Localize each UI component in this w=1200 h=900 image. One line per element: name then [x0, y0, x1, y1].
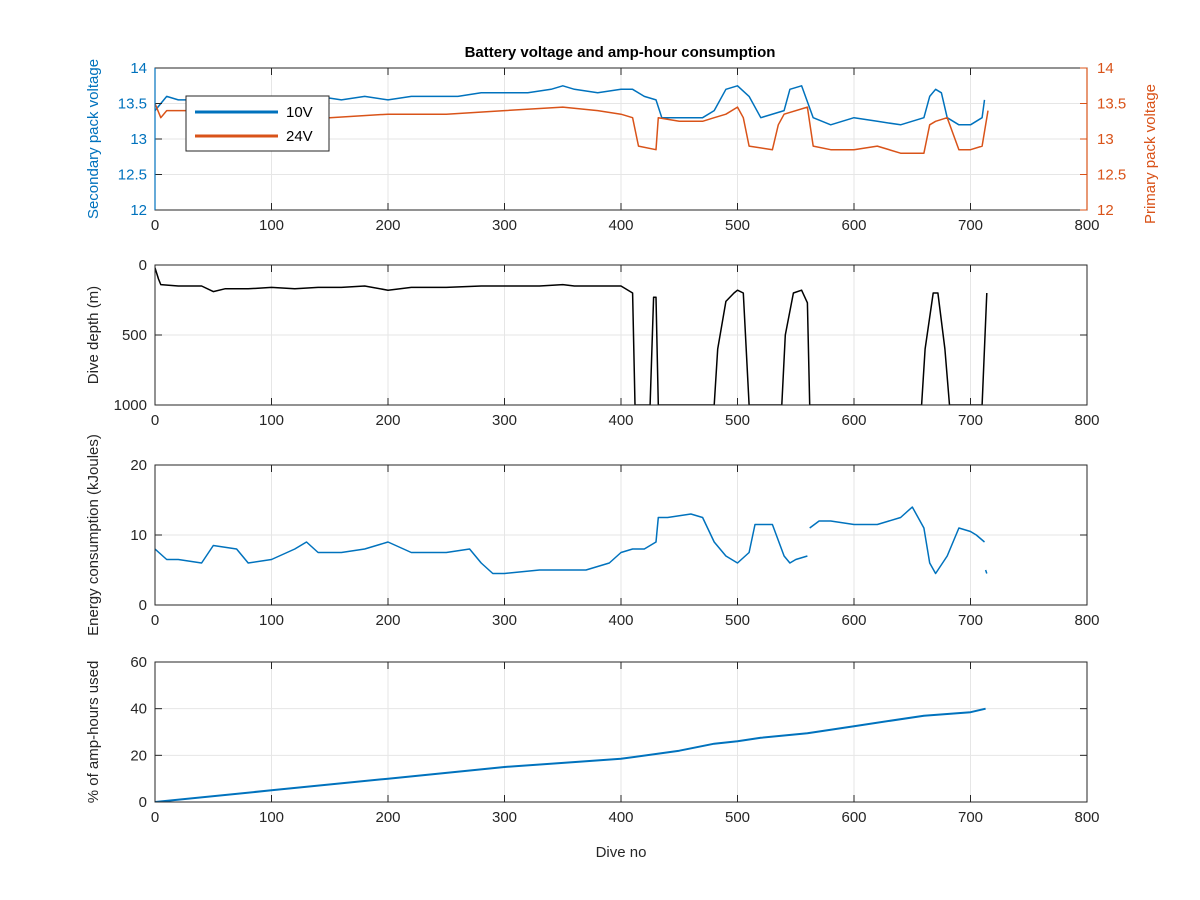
panel-3: 0 100 200 300 400 500 600 700 800 0 10 20 Energy con… — [85, 434, 1100, 636]
series-line-24v — [155, 103, 989, 154]
y-tick-label-right: 12 — [1097, 202, 1114, 219]
x-tick-label: 100 — [259, 217, 284, 234]
x-tick-label: 800 — [1074, 612, 1099, 629]
x-tick-label: 400 — [608, 612, 633, 629]
y-tick-label: 13.5 — [118, 96, 147, 113]
y-axis-label: Energy consumption (kJoules) — [85, 434, 102, 636]
x-tick-label: 700 — [958, 412, 983, 429]
x-tick-label: 700 — [958, 612, 983, 629]
y-tick-label: 40 — [130, 701, 147, 718]
series-line-3 — [984, 569, 988, 574]
y-tick-label: 60 — [130, 654, 147, 671]
y-tick-label-right: 12.5 — [1097, 167, 1126, 184]
y-tick-label: 0 — [139, 257, 147, 274]
y-tick-label-right: 13 — [1097, 131, 1114, 148]
x-tick-label: 200 — [375, 612, 400, 629]
y-tick-label: 500 — [122, 327, 147, 344]
x-tick-label: 0 — [151, 412, 159, 429]
y-tick-label: 0 — [139, 597, 147, 614]
y-tick-label: 10 — [130, 527, 147, 544]
y-tick-label: 20 — [130, 457, 147, 474]
panel-2: 0 100 200 300 400 500 600 700 800 0 500 1000 Dive de… — [85, 257, 1100, 429]
x-tick-label: 200 — [375, 217, 400, 234]
x-tick-label: 100 — [259, 412, 284, 429]
series-line-1 — [155, 707, 986, 802]
x-tick-label: 500 — [725, 217, 750, 234]
x-tick-label: 800 — [1074, 412, 1099, 429]
x-tick-label: 400 — [608, 217, 633, 234]
x-tick-label: 600 — [841, 612, 866, 629]
y-tick-label: 12 — [130, 202, 147, 219]
x-tick-label: 400 — [608, 412, 633, 429]
x-tick-label: 0 — [151, 612, 159, 629]
y-axis-label: Dive depth (m) — [85, 286, 102, 384]
x-tick-label: 100 — [259, 612, 284, 629]
x-tick-label: 200 — [375, 412, 400, 429]
y-tick-label-right: 13.5 — [1097, 96, 1126, 113]
legend-label-24v: 24V — [286, 128, 313, 145]
panel-1: 0 100 200 300 400 500 600 700 8001212.51313.5141… — [85, 59, 1159, 234]
panel-4: 0 100 200 300 400 500 600 700 800 0 20 40 60 % of amp… — [85, 654, 1100, 861]
x-tick-label: 800 — [1074, 217, 1099, 234]
legend-box — [185, 95, 330, 152]
x-tick-label: 600 — [841, 412, 866, 429]
x-axis-label: Dive no — [596, 844, 647, 861]
x-tick-label: 100 — [259, 809, 284, 826]
x-tick-label: 300 — [492, 217, 517, 234]
y-tick-label: 1000 — [114, 397, 147, 414]
y-axis-label-right: Primary pack voltage — [1142, 84, 1159, 224]
series-line-2 — [809, 506, 985, 575]
x-tick-label: 200 — [375, 809, 400, 826]
y-tick-label: 12.5 — [118, 167, 147, 184]
x-tick-label: 0 — [151, 809, 159, 826]
x-tick-label: 600 — [841, 217, 866, 234]
x-tick-label: 0 — [151, 217, 159, 234]
panels: 0 100 200 300 400 500 600 700 8001212.51313.5141… — [85, 59, 1159, 861]
y-axis-label: Secondary pack voltage — [85, 59, 102, 219]
legend-label-10v: 10V — [286, 104, 313, 121]
chart-title: Battery voltage and amp-hour consumption — [465, 44, 776, 61]
y-tick-label: 20 — [130, 747, 147, 764]
x-tick-label: 300 — [492, 412, 517, 429]
x-tick-label: 500 — [725, 412, 750, 429]
series-line-1 — [155, 513, 808, 575]
x-tick-label: 500 — [725, 809, 750, 826]
x-tick-label: 400 — [608, 809, 633, 826]
x-tick-label: 500 — [725, 612, 750, 629]
y-tick-label: 14 — [130, 60, 147, 77]
x-tick-label: 800 — [1074, 809, 1099, 826]
x-tick-label: 600 — [841, 809, 866, 826]
x-tick-label: 700 — [958, 217, 983, 234]
y-tick-label: 13 — [130, 131, 147, 148]
series-line-1 — [155, 267, 988, 405]
y-tick-label: 0 — [139, 794, 147, 811]
x-tick-label: 300 — [492, 809, 517, 826]
x-tick-label: 300 — [492, 612, 517, 629]
y-axis-label: % of amp-hours used — [85, 661, 102, 804]
y-tick-label-right: 14 — [1097, 60, 1114, 77]
x-tick-label: 700 — [958, 809, 983, 826]
